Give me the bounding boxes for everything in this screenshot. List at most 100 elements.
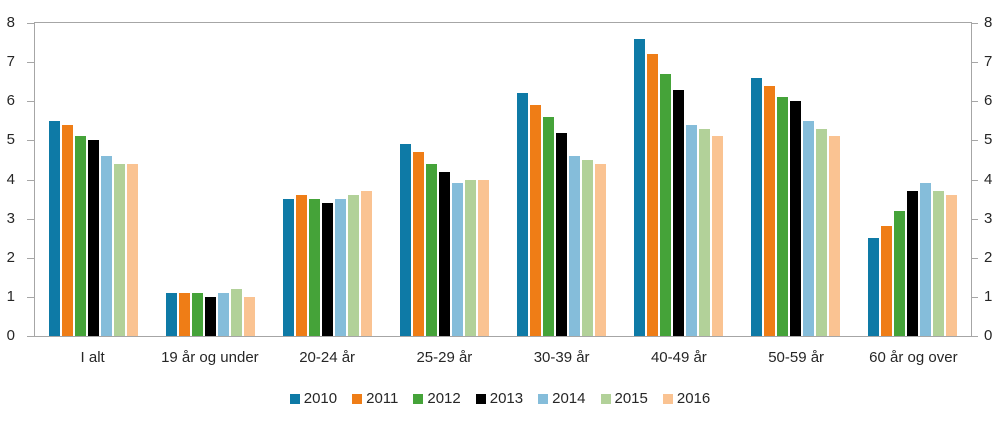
- y-tick-label-right-0: 0: [984, 327, 993, 344]
- y-tick-mark-left-1: [27, 297, 34, 298]
- bar-2015-i-alt: [114, 163, 125, 336]
- y-tick-label-left-8: 8: [6, 14, 15, 31]
- y-tick-label-left-1: 1: [6, 287, 15, 305]
- legend-label-2013: 2013: [489, 390, 524, 407]
- y-tick-mark-left-2: [27, 258, 34, 259]
- legend-swatch-2010: [289, 394, 300, 404]
- bar-2013-40-49-r: [673, 89, 684, 336]
- y-tick-label-right-7: 7: [984, 53, 993, 71]
- y-tick-label-right-3: 3: [984, 209, 993, 227]
- bar-2011-19-r-og-under: [179, 292, 190, 336]
- y-tick-mark-left-4: [27, 180, 34, 181]
- bar-2015-25-29-r: [465, 179, 476, 336]
- y-tick-label-left-3: 3: [6, 209, 15, 227]
- bar-2010-i-alt: [49, 120, 60, 336]
- y-tick-mark-left-7: [27, 62, 34, 63]
- plot-area: [34, 22, 972, 337]
- x-label-60-r-og-over: 60 år og over: [869, 349, 958, 366]
- bar-2016-19-r-og-under: [244, 296, 255, 336]
- x-label-30-39-r: 30-39 år: [533, 349, 590, 366]
- bar-2011-60-r-og-over: [881, 226, 892, 336]
- bar-2011-i-alt: [62, 124, 73, 336]
- bar-2015-60-r-og-over: [933, 191, 944, 336]
- legend-label-2012: 2012: [427, 390, 461, 407]
- legend-swatch-2016: [662, 394, 673, 404]
- y-tick-label-left-7: 7: [6, 53, 15, 71]
- bar-2015-19-r-og-under: [231, 289, 242, 336]
- legend-item-2012: 2012: [413, 390, 461, 408]
- legend-label-2014: 2014: [552, 390, 586, 407]
- x-label-20-24-r: 20-24 år: [299, 349, 356, 366]
- bar-2013-50-59-r: [790, 101, 801, 336]
- legend-item-2014: 2014: [538, 390, 586, 408]
- legend-label-2010: 2010: [303, 390, 338, 407]
- bar-2012-50-59-r: [777, 97, 788, 336]
- bar-2016-60-r-og-over: [946, 195, 957, 336]
- bar-group-30-39-r: [503, 23, 620, 336]
- bar-group-25-29-r: [386, 23, 503, 336]
- y-tick-mark-right-8: [971, 23, 978, 24]
- y-tick-mark-left-6: [27, 101, 34, 102]
- bar-2010-20-24-r: [283, 199, 294, 336]
- y-tick-mark-right-7: [971, 62, 978, 63]
- bar-2012-25-29-r: [426, 163, 437, 336]
- bar-group-40-49-r: [620, 23, 737, 336]
- y-tick-mark-right-0: [971, 336, 978, 337]
- y-tick-mark-left-3: [27, 219, 34, 220]
- y-tick-label-left-4: 4: [6, 170, 15, 188]
- x-label-40-49-r: 40-49 år: [650, 349, 707, 366]
- legend-swatch-2015: [600, 394, 611, 404]
- bar-2010-60-r-og-over: [868, 238, 879, 336]
- bar-2012-19-r-og-under: [192, 292, 203, 336]
- legend-label-2015: 2015: [614, 390, 648, 407]
- bar-2016-40-49-r: [712, 136, 723, 336]
- y-tick-mark-left-5: [27, 140, 34, 141]
- bar-2016-20-24-r: [361, 191, 372, 336]
- bar-2011-30-39-r: [530, 105, 541, 336]
- y-tick-label-left-2: 2: [6, 248, 15, 266]
- y-tick-mark-left-0: [27, 336, 34, 337]
- x-label-25-29-r: 25-29 år: [416, 349, 473, 366]
- y-tick-label-left-0: 0: [6, 327, 15, 344]
- bar-2014-60-r-og-over: [920, 183, 931, 336]
- bar-2011-20-24-r: [296, 195, 307, 336]
- bar-2013-30-39-r: [556, 132, 567, 336]
- y-tick-label-left-6: 6: [6, 92, 15, 110]
- legend-item-2011: 2011: [352, 390, 398, 408]
- x-label-19-r-og-under: 19 år og under: [161, 349, 259, 366]
- bar-2016-i-alt: [127, 163, 138, 336]
- bar-2014-30-39-r: [569, 156, 580, 336]
- y-tick-label-right-1: 1: [984, 287, 993, 305]
- bar-2014-25-29-r: [452, 183, 463, 336]
- bar-2010-40-49-r: [634, 38, 645, 336]
- x-label-50-59-r: 50-59 år: [768, 349, 825, 366]
- y-tick-mark-right-3: [971, 219, 978, 220]
- bar-2013-20-24-r: [322, 202, 333, 336]
- bar-2014-i-alt: [101, 156, 112, 336]
- y-tick-label-left-5: 5: [6, 131, 15, 149]
- legend-swatch-2012: [413, 394, 424, 404]
- legend-swatch-2013: [475, 394, 486, 404]
- bar-2013-25-29-r: [439, 171, 450, 336]
- bar-2014-19-r-og-under: [218, 292, 229, 336]
- bar-2014-40-49-r: [686, 124, 697, 336]
- bar-2012-60-r-og-over: [894, 210, 905, 336]
- bar-group-i-alt: [35, 23, 152, 336]
- bar-2013-60-r-og-over: [907, 191, 918, 336]
- bar-2012-30-39-r: [543, 116, 554, 336]
- y-tick-mark-right-2: [971, 258, 978, 259]
- y-tick-label-right-2: 2: [984, 248, 993, 266]
- legend-swatch-2011: [352, 394, 363, 404]
- bar-2016-25-29-r: [478, 179, 489, 336]
- y-tick-mark-left-8: [27, 23, 34, 24]
- bar-2010-19-r-og-under: [166, 292, 177, 336]
- y-tick-label-right-5: 5: [984, 131, 993, 149]
- bar-2011-50-59-r: [764, 85, 775, 336]
- bar-group-19-r-og-under: [152, 23, 269, 336]
- bar-group-50-59-r: [737, 23, 854, 336]
- legend-item-2016: 2016: [662, 390, 710, 408]
- legend-label-2011: 2011: [366, 390, 399, 407]
- bar-group-60-r-og-over: [854, 23, 971, 336]
- legend-item-2013: 2013: [475, 390, 524, 408]
